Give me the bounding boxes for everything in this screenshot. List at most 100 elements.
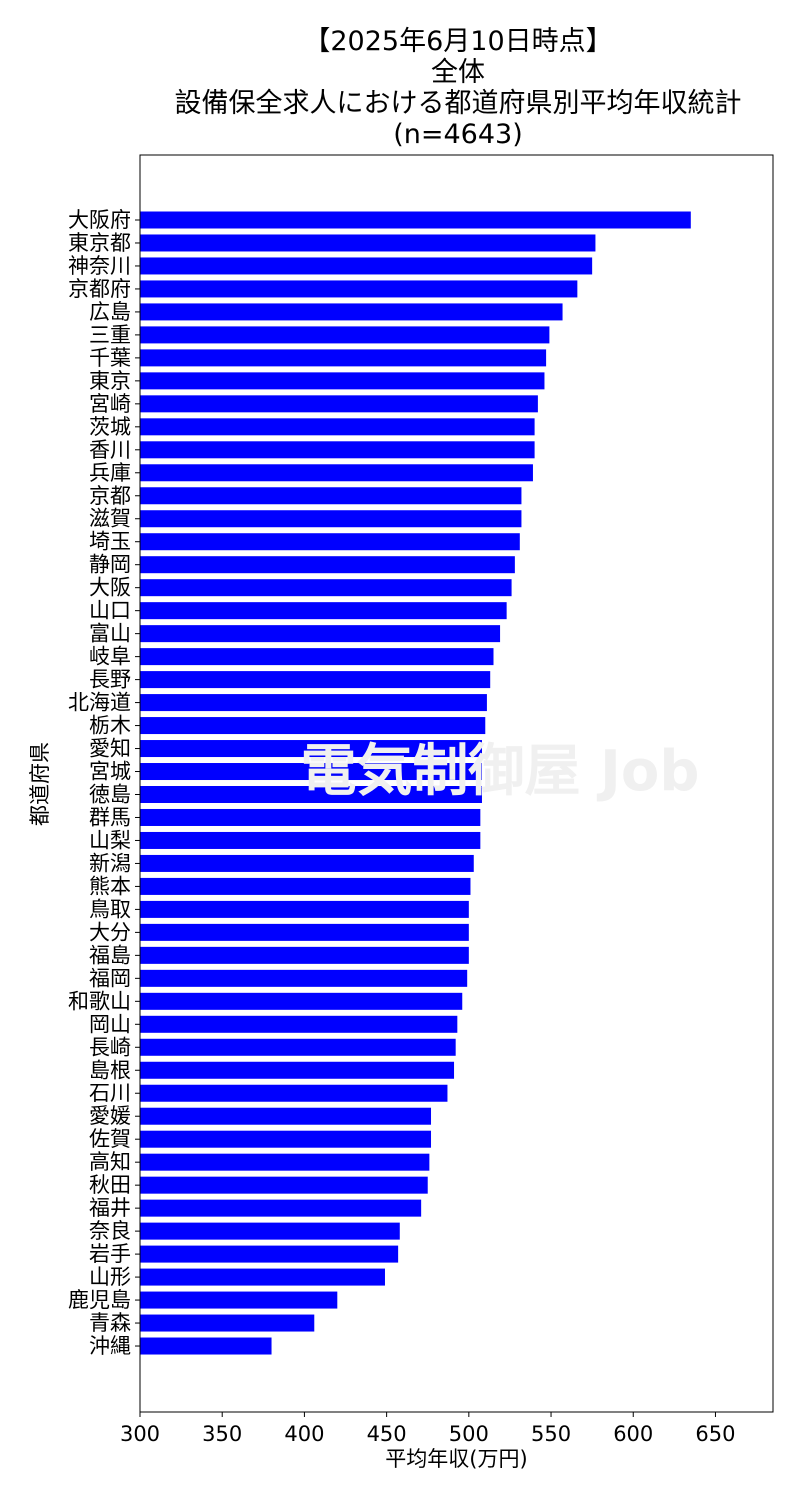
bar-長崎 <box>140 1038 456 1056</box>
bar-埼玉 <box>140 533 520 551</box>
bar-沖縄 <box>140 1337 272 1355</box>
bar-愛知 <box>140 740 482 758</box>
x-tick-label: 350 <box>202 1422 242 1446</box>
chart-title-line-3: 設備保全求人における都道府県別平均年収統計 <box>174 88 742 119</box>
y-tick-label: 岡山 <box>89 1012 131 1036</box>
bar-新潟 <box>140 854 474 872</box>
bar-岩手 <box>140 1245 399 1263</box>
bar-鳥取 <box>140 900 469 918</box>
bar-福島 <box>140 946 469 964</box>
bar-静岡 <box>140 556 515 574</box>
x-axis: 300 350 400 450 500 550 600 650 <box>120 1412 736 1446</box>
watermark-logo: 電気制御屋 Job <box>301 739 700 804</box>
y-tick-label: 香川 <box>89 438 131 462</box>
y-tick-label: 東京都 <box>68 231 131 255</box>
y-tick-labels: 大阪府東京都神奈川京都府広島三重千葉東京宮崎茨城香川兵庫京都滋賀埼玉静岡大阪山口… <box>68 208 140 1358</box>
y-tick-label: 福島 <box>89 943 131 967</box>
y-tick-label: 島根 <box>89 1058 131 1082</box>
y-tick-label: 東京 <box>89 369 131 393</box>
bar-福井 <box>140 1199 422 1217</box>
y-tick-label: 宮崎 <box>89 392 131 416</box>
chart-title-line-1: 【2025年6月10日時点】 <box>303 26 613 57</box>
y-tick-label: 沖縄 <box>89 1334 131 1358</box>
bar-鹿児島 <box>140 1291 338 1309</box>
y-tick-label: 茨城 <box>89 415 131 439</box>
y-tick-label: 鳥取 <box>89 897 131 921</box>
bar-京都府 <box>140 280 578 298</box>
x-tick-label: 500 <box>449 1422 489 1446</box>
bar-東京 <box>140 372 545 390</box>
y-tick-label: 北海道 <box>68 691 131 715</box>
y-axis-label: 都道府県 <box>28 742 52 826</box>
bar-神奈川 <box>140 257 593 275</box>
bar-和歌山 <box>140 992 463 1010</box>
y-tick-label: 大阪府 <box>68 208 131 232</box>
bars-group <box>140 211 691 1355</box>
y-tick-label: 富山 <box>89 622 131 646</box>
y-tick-label: 滋賀 <box>89 507 131 531</box>
bar-高知 <box>140 1153 430 1171</box>
y-tick-label: 岩手 <box>89 1242 131 1266</box>
bar-佐賀 <box>140 1130 432 1148</box>
bar-東京都 <box>140 234 596 252</box>
bar-山形 <box>140 1268 385 1286</box>
bar-長野 <box>140 671 491 689</box>
bar-秋田 <box>140 1176 428 1194</box>
y-tick-label: 福井 <box>89 1196 131 1220</box>
plot-frame <box>139 154 774 1413</box>
bar-山口 <box>140 602 507 620</box>
bar-三重 <box>140 326 550 344</box>
y-tick-label: 長崎 <box>89 1035 131 1059</box>
y-tick-label: 神奈川 <box>68 254 131 278</box>
y-tick-label: 石川 <box>89 1081 131 1105</box>
bar-島根 <box>140 1061 455 1079</box>
x-tick-label: 450 <box>367 1422 407 1446</box>
y-tick-label: 大分 <box>89 920 131 944</box>
y-tick-label: 佐賀 <box>89 1127 131 1151</box>
y-tick-label: 兵庫 <box>89 461 131 485</box>
bar-愛媛 <box>140 1107 432 1125</box>
y-tick-label: 山梨 <box>89 828 131 852</box>
y-tick-label: 三重 <box>89 323 131 347</box>
y-tick-label: 徳島 <box>89 783 131 807</box>
y-tick-label: 新潟 <box>89 851 131 875</box>
bar-北海道 <box>140 694 487 712</box>
x-tick-label: 550 <box>531 1422 571 1446</box>
y-tick-label: 愛媛 <box>89 1104 131 1128</box>
y-tick-label: 広島 <box>89 300 131 324</box>
y-tick-label: 埼玉 <box>89 530 131 554</box>
x-tick-label: 300 <box>120 1422 160 1446</box>
chart-title-line-4: (n=4643) <box>393 119 523 150</box>
y-tick-label: 宮城 <box>89 760 131 784</box>
bar-広島 <box>140 303 563 321</box>
y-tick-label: 栃木 <box>89 714 131 738</box>
y-tick-label: 鹿児島 <box>68 1288 131 1312</box>
y-tick-label: 愛知 <box>89 737 131 761</box>
bar-石川 <box>140 1084 448 1102</box>
y-tick-label: 京都 <box>89 484 131 508</box>
y-tick-label: 静岡 <box>89 553 131 577</box>
bar-宮崎 <box>140 395 538 413</box>
bar-香川 <box>140 441 535 459</box>
x-tick-label: 400 <box>284 1422 324 1446</box>
bar-宮城 <box>140 763 482 781</box>
x-axis-label: 平均年収(万円) <box>385 1447 527 1471</box>
y-tick-label: 長野 <box>89 668 131 692</box>
y-tick-label: 福岡 <box>89 966 131 990</box>
bar-茨城 <box>140 418 535 436</box>
y-tick-label: 群馬 <box>89 805 131 829</box>
bar-青森 <box>140 1314 315 1332</box>
y-tick-label: 大阪 <box>89 576 131 600</box>
bar-奈良 <box>140 1222 400 1240</box>
y-tick-label: 高知 <box>89 1150 131 1174</box>
bar-山梨 <box>140 831 481 849</box>
bar-大阪 <box>140 579 512 597</box>
bar-富山 <box>140 625 501 643</box>
bar-千葉 <box>140 349 547 367</box>
chart-title-line-2: 全体 <box>431 57 485 88</box>
bar-徳島 <box>140 786 482 803</box>
y-tick-label: 山形 <box>89 1265 131 1289</box>
chart-title: 【2025年6月10日時点】 全体 設備保全求人における都道府県別平均年収統計 … <box>0 26 800 150</box>
bar-福岡 <box>140 969 468 987</box>
